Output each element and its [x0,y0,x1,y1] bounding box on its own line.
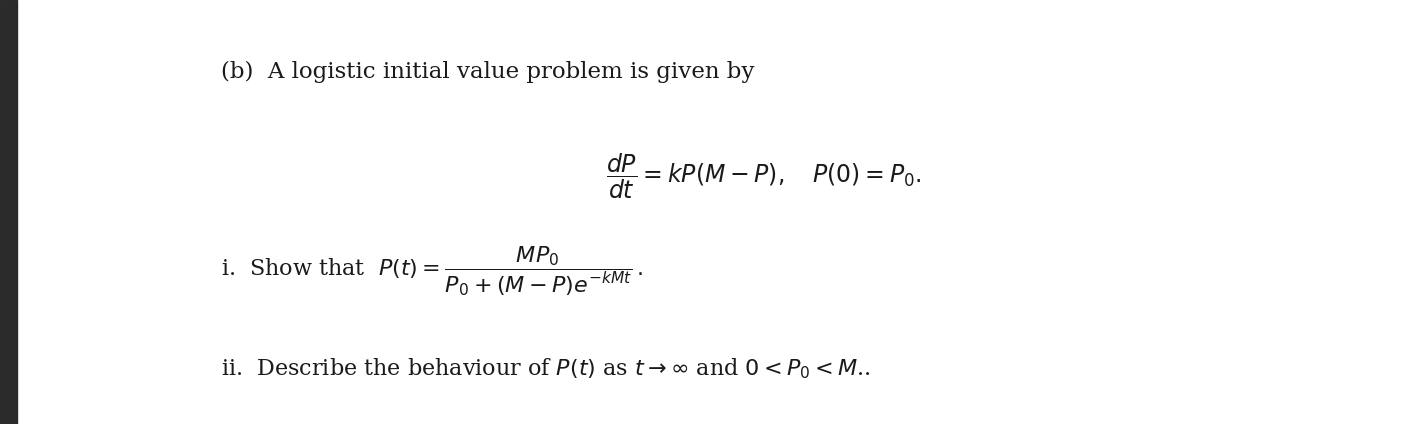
Text: $\dfrac{dP}{dt} = kP(M - P), \quad P(0) = P_0.$: $\dfrac{dP}{dt} = kP(M - P), \quad P(0) … [605,151,922,201]
Text: ii.  Describe the behaviour of $P(t)$ as $t \to \infty$ and $0 < P_0 < M$..: ii. Describe the behaviour of $P(t)$ as … [221,357,870,381]
Text: (b)  A logistic initial value problem is given by: (b) A logistic initial value problem is … [221,61,755,83]
Text: i.  Show that  $P(t) = \dfrac{MP_0}{P_0 + (M - P)e^{-kMt}}\,.$: i. Show that $P(t) = \dfrac{MP_0}{P_0 + … [221,245,644,298]
Bar [0,0,17,424]
